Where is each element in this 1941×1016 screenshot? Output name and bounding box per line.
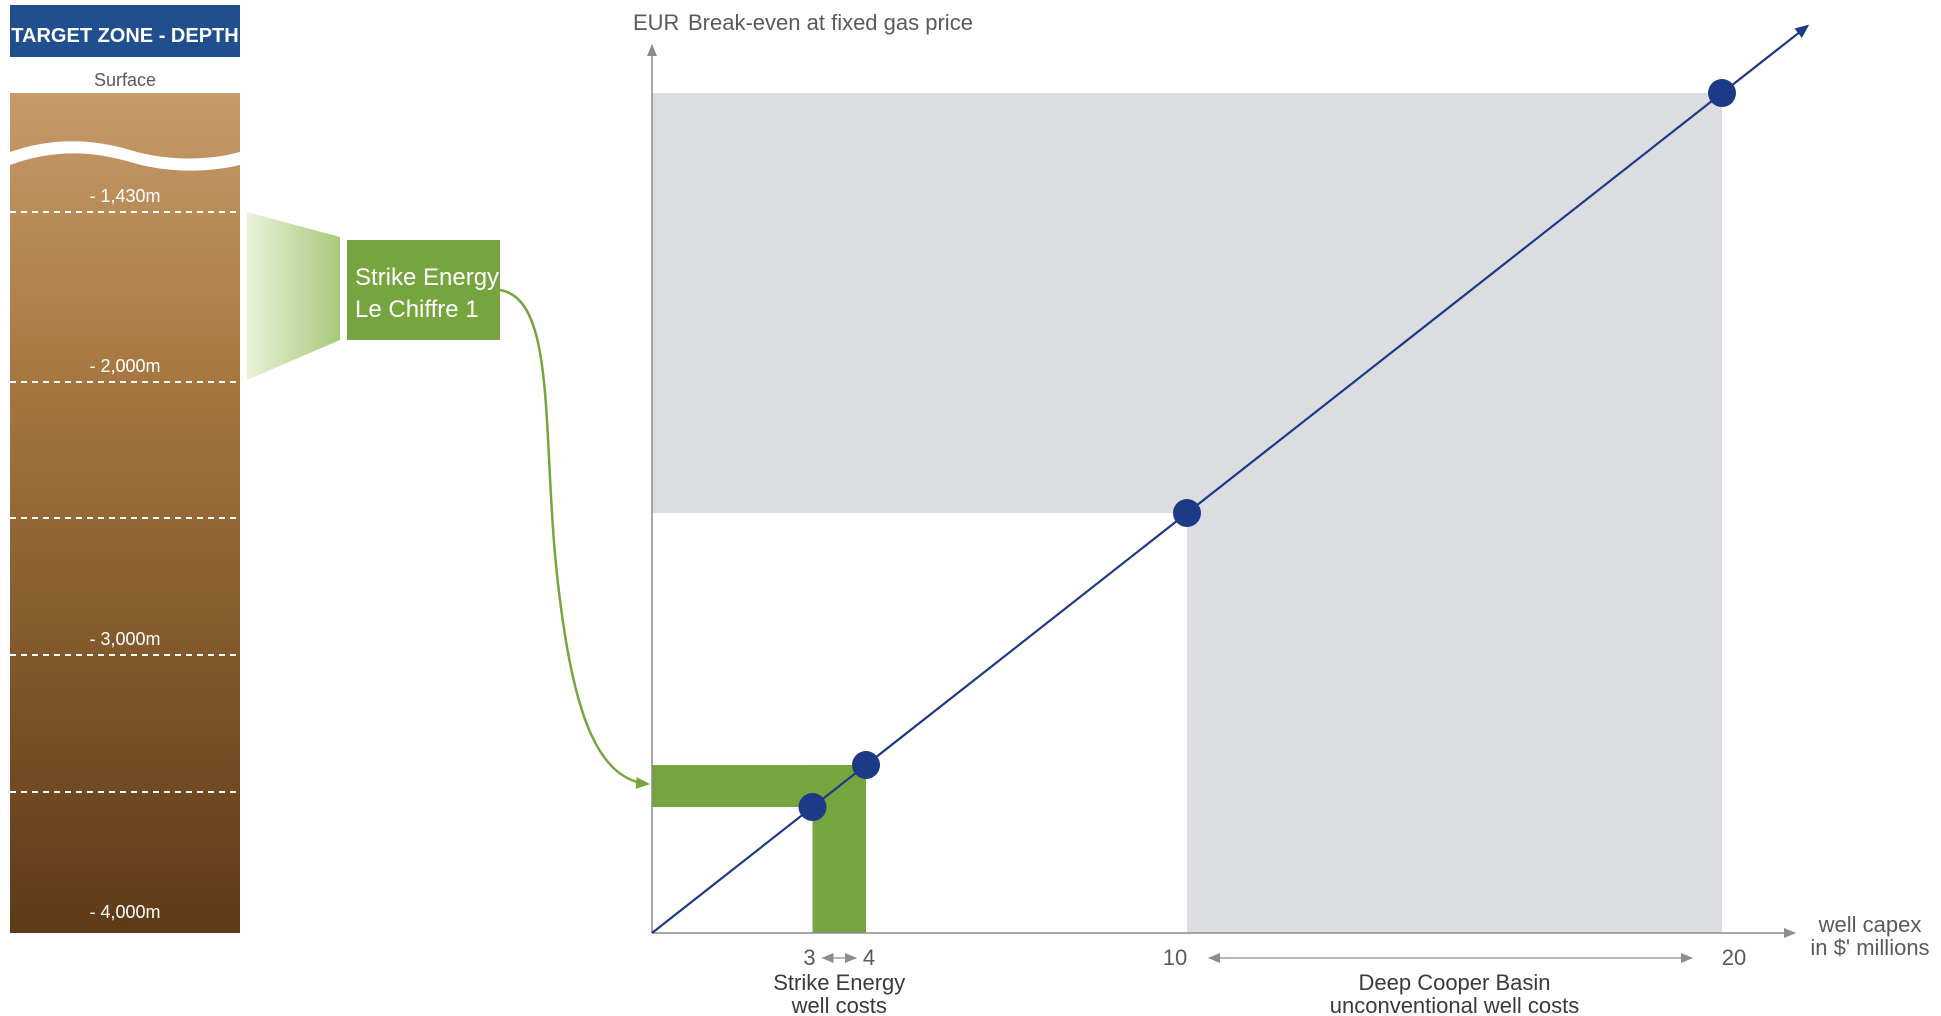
callout-box bbox=[347, 240, 500, 340]
depth-label-1430: - 1,430m bbox=[89, 186, 160, 206]
data-point-4 bbox=[852, 751, 880, 780]
cooper-range-upper-area bbox=[652, 93, 1722, 514]
breakeven-trend-line bbox=[651, 24, 1810, 934]
x-axis-label-line-1: well capex bbox=[1818, 912, 1922, 937]
depth-label-2000: - 2,000m bbox=[89, 356, 160, 376]
depth-title: TARGET ZONE - DEPTH bbox=[11, 25, 238, 47]
depth-label-4000: - 4,000m bbox=[89, 902, 160, 922]
x-tick-label-3: 3 bbox=[803, 945, 815, 970]
cooper-range-lower-area bbox=[1187, 513, 1722, 933]
x-tick-label-10: 10 bbox=[1163, 945, 1187, 970]
x-tick-label-4: 4 bbox=[863, 945, 875, 970]
y-axis-label: Break-even at fixed gas price bbox=[688, 10, 973, 35]
y-axis-unit: EUR bbox=[633, 10, 679, 35]
breakeven-chart: EUR Break-even at fixed gas price well c… bbox=[633, 10, 1930, 1016]
depth-column: TARGET ZONE - DEPTH Surface - 1,430m - 2… bbox=[10, 5, 240, 933]
callout-funnel bbox=[247, 212, 340, 380]
y-axis-unit-label: EUR bbox=[633, 10, 679, 35]
x-axis-label-line-2: in $' millions bbox=[1810, 935, 1929, 960]
cooper-range-label-line-1: Deep Cooper Basin bbox=[1358, 970, 1550, 995]
depth-label-3000: - 3,000m bbox=[89, 629, 160, 649]
x-tick-labels: 3 4 10 20 bbox=[803, 945, 1746, 970]
surface-wave bbox=[10, 141, 240, 171]
well-callout: Strike Energy Le Chiffre 1 bbox=[247, 212, 650, 789]
surface-label: Surface bbox=[94, 70, 156, 90]
strike-range-vertical-band bbox=[812, 765, 866, 933]
callout-line-2: Le Chiffre 1 bbox=[355, 296, 479, 323]
callout-line-1: Strike Energy bbox=[355, 264, 499, 291]
callout-connector-arrow bbox=[499, 288, 650, 789]
data-point-10 bbox=[1173, 499, 1201, 528]
strike-range-label-line-2: well costs bbox=[791, 993, 887, 1016]
soil-column bbox=[10, 93, 240, 933]
data-points bbox=[798, 79, 1736, 822]
data-point-3 bbox=[798, 793, 827, 822]
depth-title-background bbox=[10, 5, 240, 57]
cooper-range-label-line-2: unconventional well costs bbox=[1330, 993, 1579, 1016]
strike-range-label-line-1: Strike Energy bbox=[773, 970, 905, 995]
x-tick-label-20: 20 bbox=[1722, 945, 1746, 970]
data-point-20 bbox=[1708, 79, 1736, 108]
